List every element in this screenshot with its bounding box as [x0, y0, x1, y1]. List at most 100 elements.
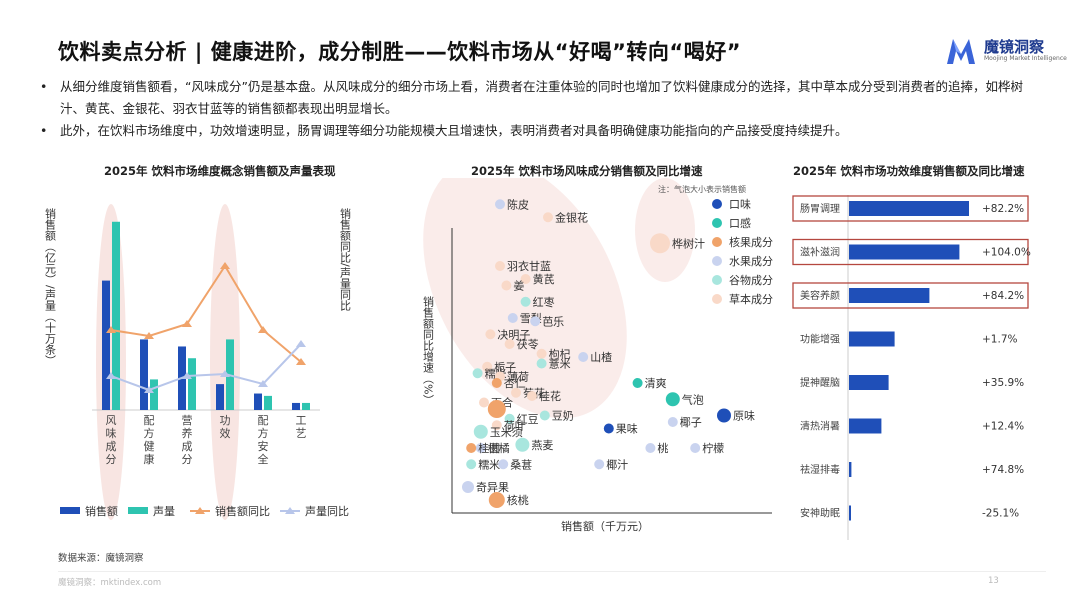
bar-sales [292, 402, 300, 410]
bubble [543, 212, 553, 223]
footer-divider [58, 571, 1046, 572]
bubble-label: 燕麦 [531, 439, 553, 452]
bubble [504, 413, 515, 424]
bubble [498, 459, 509, 470]
summary-bullets: • 从细分维度销售额看，“风味成分”仍是基本盘。从风味成分的细分市场上看，消费者… [40, 76, 1040, 142]
category-label: 安神助眠 [800, 507, 840, 520]
bar-sales [140, 339, 148, 410]
legend-label: 声量同比 [305, 504, 349, 518]
bubble [603, 423, 614, 434]
bubble [578, 352, 589, 362]
bubble-label: 决明子 [497, 328, 530, 341]
bubble-label: 杏仁 [504, 377, 526, 390]
legend-marker [195, 507, 205, 514]
bubble-label: 茯苓 [517, 337, 539, 351]
bubble-label: 奇异果 [476, 481, 509, 494]
legend-label: 声量 [153, 504, 175, 518]
x-tick-label: 工艺 [296, 414, 307, 440]
footer-site: 魔镜洞察：mktindex.com [58, 578, 162, 588]
volume-yoy-marker [296, 340, 306, 347]
bar-sales [102, 280, 110, 410]
bubble [485, 329, 496, 340]
bubble-label: 红豆 [517, 413, 539, 426]
bubble [495, 261, 505, 271]
bubble [520, 296, 531, 307]
data-source: 数据来源：魔镜洞察 [58, 553, 144, 564]
bubble [491, 378, 502, 388]
bubble [665, 392, 680, 407]
bar-volume [302, 402, 310, 410]
chart-note: 注：气泡大小表示销售额 [658, 184, 746, 194]
brand-name: 魔镜洞察 [984, 38, 1045, 56]
x-tick-label: 配方安全 [258, 414, 269, 466]
bubble-label: 玉米须 [490, 426, 523, 439]
bubble [507, 313, 518, 323]
legend-label: 口味 [729, 198, 751, 211]
y2-axis-label: 销售额同比/声量同比 [339, 207, 352, 311]
bubble [479, 397, 489, 408]
bullet-dot: • [40, 79, 48, 94]
legend-swatch [712, 237, 722, 247]
x-tick-label: 风味成分 [106, 414, 117, 466]
bubble [511, 387, 521, 398]
brand-subtitle: Moojing Market Intelligence [984, 55, 1067, 62]
brand-m-icon [947, 39, 975, 64]
bubble-label: 薄荷 [507, 370, 529, 384]
legend-label: 谷物成分 [729, 273, 773, 287]
hbar [849, 331, 895, 347]
sales-yoy-marker [220, 262, 230, 269]
highlight-oval [96, 204, 126, 520]
bubble-label: 陈皮 [507, 197, 529, 211]
bullet-item: • 从细分维度销售额看，“风味成分”仍是基本盘。从风味成分的细分市场上看，消费者… [40, 76, 1040, 120]
bubble-label: 核桃 [507, 493, 529, 507]
growth-label: +104.0% [982, 247, 1031, 259]
bubble-label: 桂花 [539, 389, 561, 403]
bubble [667, 417, 678, 427]
category-label: 清热消暑 [800, 420, 840, 433]
bubble [515, 437, 530, 452]
bullet-dot: • [40, 123, 48, 138]
chart1-title: 2025年 饮料市场维度概念销售额及声量表现 [104, 164, 336, 178]
x-tick-label: 营养成分 [182, 413, 193, 466]
growth-label: +84.2% [982, 290, 1024, 302]
bubble-label: 清爽 [645, 377, 667, 390]
legend-swatch [712, 294, 722, 304]
bubble [475, 443, 486, 453]
legend-swatch [128, 507, 148, 514]
growth-label: +12.4% [982, 421, 1024, 433]
bubble [473, 424, 488, 439]
highlight-oval [210, 204, 240, 520]
bubble-label: 桦树汁 [672, 236, 705, 250]
bubble-label: 椰汁 [606, 457, 628, 471]
bubble-label: 柑橘 [488, 441, 510, 455]
bubble [504, 339, 515, 349]
brand-logo: 魔镜洞察 Moojing Market Intelligence [944, 34, 1067, 68]
bubble-label: 糯米 [478, 457, 500, 471]
x-tick-label: 配方健康 [144, 414, 155, 466]
bar-sales [216, 384, 224, 410]
chart1-combo: 风味成分 配方健康 营养成分 功效 配方安全 工艺 销售额（亿元）/声量（十万条） 销售额同比… [44, 204, 352, 520]
bubble [530, 316, 541, 327]
legend-label: 草本成分 [729, 292, 773, 306]
bubble [466, 459, 477, 470]
bubble [520, 274, 531, 284]
hbar [849, 462, 852, 477]
bubble [501, 280, 512, 291]
legend-swatch [712, 275, 722, 285]
bubble [472, 368, 483, 379]
legend-label: 销售额 [85, 504, 118, 518]
chart3-title: 2025年 饮料市场功效维度销售额及同比增速 [793, 164, 1025, 178]
sales-yoy-marker [296, 358, 306, 365]
bubble [536, 348, 547, 359]
volume-yoy-marker [106, 372, 116, 379]
y-axis-label: 销售额（亿元）/声量（十万条） [44, 207, 57, 366]
bubble-label: 姜 [513, 279, 524, 293]
bubble [482, 361, 493, 372]
bar-volume [264, 395, 272, 410]
hbar [849, 418, 882, 434]
category-label: 美容养颜 [800, 289, 840, 302]
legend-label: 口感 [729, 217, 751, 230]
bubble-label: 原味 [733, 410, 755, 423]
bullet-text: 从细分维度销售额看，“风味成分”仍是基本盘。从风味成分的细分市场上看，消费者在注… [60, 79, 1023, 116]
